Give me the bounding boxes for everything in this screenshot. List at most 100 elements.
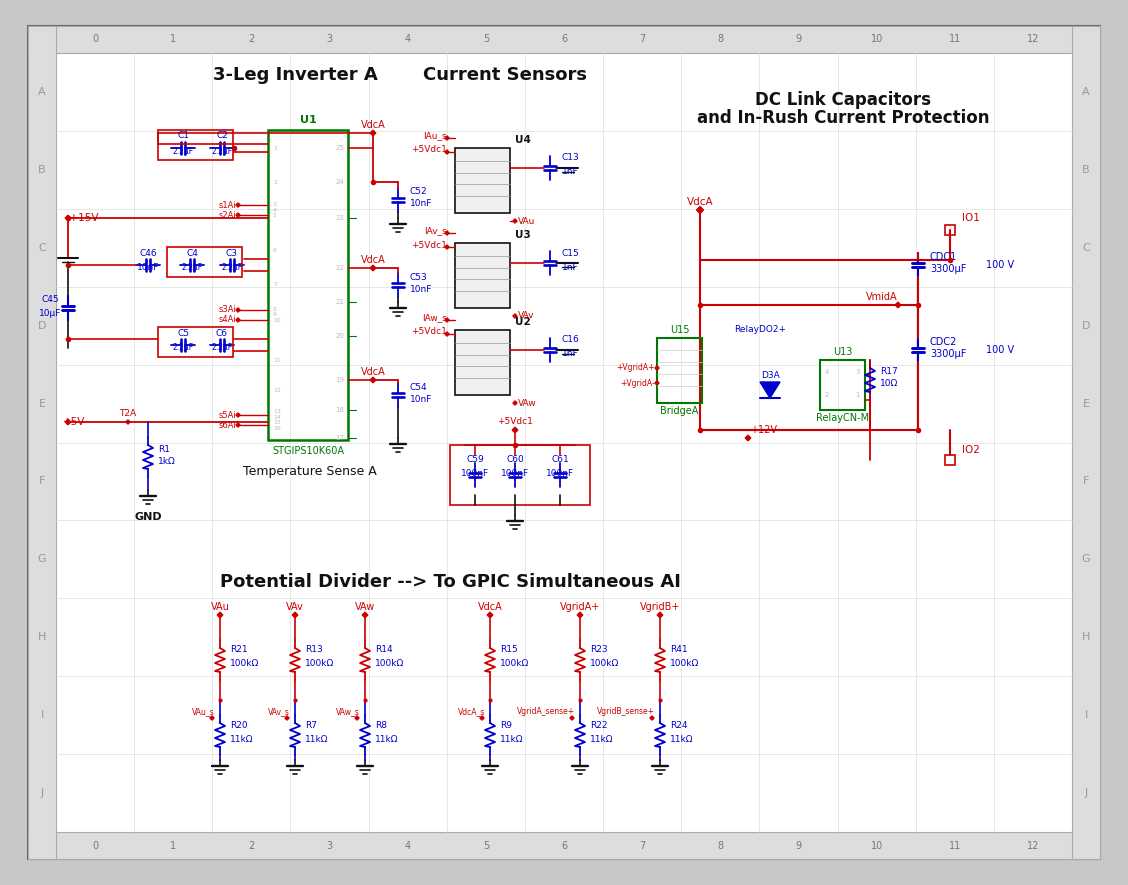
Polygon shape	[236, 203, 240, 207]
Polygon shape	[236, 318, 240, 322]
Text: 10nF: 10nF	[409, 395, 432, 404]
Text: 2.2µF: 2.2µF	[173, 147, 194, 156]
Text: C45: C45	[42, 296, 59, 304]
Text: F: F	[38, 476, 45, 487]
Text: 100kΩ: 100kΩ	[230, 659, 259, 668]
Text: VdcA: VdcA	[361, 255, 386, 265]
Text: C54: C54	[409, 382, 428, 391]
Text: VmidA: VmidA	[866, 292, 898, 302]
Polygon shape	[513, 314, 517, 318]
Polygon shape	[444, 136, 449, 140]
Text: VAv: VAv	[518, 312, 535, 320]
Bar	[167, 247, 243, 277]
Polygon shape	[355, 716, 359, 720]
Text: 0: 0	[92, 34, 98, 44]
Text: 100kΩ: 100kΩ	[374, 659, 404, 668]
Text: C5: C5	[177, 328, 190, 337]
Text: +5Vdc1: +5Vdc1	[411, 327, 447, 336]
Text: A: A	[1082, 87, 1090, 97]
Text: 3-Leg Inverter A: 3-Leg Inverter A	[212, 66, 378, 84]
Text: s1Ai: s1Ai	[218, 201, 236, 210]
Polygon shape	[370, 130, 376, 135]
Text: IAv_s: IAv_s	[424, 227, 447, 235]
Text: C16: C16	[562, 335, 580, 344]
Text: VgridA+: VgridA+	[559, 602, 600, 612]
Text: +VgridA+: +VgridA+	[617, 364, 655, 373]
Text: 0: 0	[92, 841, 98, 851]
Bar	[945, 455, 955, 465]
Text: 11kΩ: 11kΩ	[374, 735, 398, 743]
Text: VAv: VAv	[287, 602, 303, 612]
Bar	[455, 243, 510, 308]
Text: 8: 8	[717, 841, 723, 851]
Text: R1: R1	[158, 445, 170, 455]
Text: CDC2: CDC2	[929, 337, 958, 347]
Polygon shape	[370, 377, 376, 383]
Text: 11: 11	[949, 841, 961, 851]
Text: R21: R21	[230, 645, 248, 655]
Polygon shape	[236, 423, 240, 427]
Text: VgridA_sense+: VgridA_sense+	[517, 707, 575, 717]
Text: 24: 24	[335, 179, 344, 185]
Text: C52: C52	[409, 188, 428, 196]
Text: 100kΩ: 100kΩ	[305, 659, 334, 668]
Text: 3: 3	[326, 841, 333, 851]
Polygon shape	[362, 612, 368, 618]
Text: DC Link Capacitors: DC Link Capacitors	[755, 91, 931, 109]
Text: 10Ω: 10Ω	[880, 380, 898, 389]
Polygon shape	[746, 435, 751, 441]
Text: R15: R15	[500, 645, 518, 655]
Bar	[268, 130, 349, 440]
Text: R17: R17	[880, 367, 898, 376]
Text: VdcA: VdcA	[361, 120, 386, 130]
Text: VdcA: VdcA	[361, 367, 386, 377]
Text: 11kΩ: 11kΩ	[500, 735, 523, 743]
Text: U15: U15	[670, 325, 689, 335]
Text: U2: U2	[515, 317, 531, 327]
Text: C2: C2	[217, 130, 228, 140]
Text: BridgeA: BridgeA	[660, 406, 698, 416]
Text: 23: 23	[335, 215, 344, 221]
Polygon shape	[570, 716, 574, 720]
Text: 12: 12	[1026, 841, 1039, 851]
Text: 2.2µF: 2.2µF	[221, 263, 243, 272]
Text: s3Ai: s3Ai	[218, 305, 236, 314]
Polygon shape	[236, 308, 240, 312]
Text: 10µF: 10µF	[38, 309, 61, 318]
Text: F: F	[1083, 476, 1090, 487]
Text: 10: 10	[871, 841, 883, 851]
Text: VAu: VAu	[211, 602, 229, 612]
Text: C59: C59	[466, 456, 484, 465]
Polygon shape	[218, 612, 223, 618]
Text: R24: R24	[670, 720, 687, 729]
Text: 1nF: 1nF	[562, 263, 579, 272]
Text: 2: 2	[825, 392, 829, 398]
Text: 10: 10	[871, 34, 883, 44]
Polygon shape	[513, 219, 517, 223]
Bar	[28, 26, 1100, 53]
Text: Current Sensors: Current Sensors	[423, 66, 587, 84]
Bar	[158, 130, 233, 160]
Text: D: D	[37, 320, 46, 331]
Text: 17: 17	[335, 435, 344, 441]
Text: C3: C3	[226, 249, 238, 258]
Polygon shape	[760, 382, 779, 398]
Bar	[455, 330, 510, 395]
Text: CDC1: CDC1	[929, 252, 958, 262]
Text: H: H	[38, 632, 46, 643]
Text: 8
9
10: 8 9 10	[273, 307, 281, 323]
Text: C6: C6	[215, 328, 228, 337]
Polygon shape	[65, 419, 71, 425]
Text: 11kΩ: 11kΩ	[590, 735, 614, 743]
Text: D: D	[1082, 320, 1091, 331]
Text: G: G	[37, 554, 46, 565]
Polygon shape	[658, 612, 663, 618]
Text: 3: 3	[326, 34, 333, 44]
Text: C60: C60	[506, 456, 523, 465]
Text: J: J	[1084, 788, 1087, 798]
Polygon shape	[444, 332, 449, 336]
Text: 10nF: 10nF	[136, 263, 159, 272]
Text: +5Vdc1: +5Vdc1	[411, 241, 447, 250]
Text: R23: R23	[590, 645, 608, 655]
Text: 2.2µF: 2.2µF	[211, 147, 232, 156]
